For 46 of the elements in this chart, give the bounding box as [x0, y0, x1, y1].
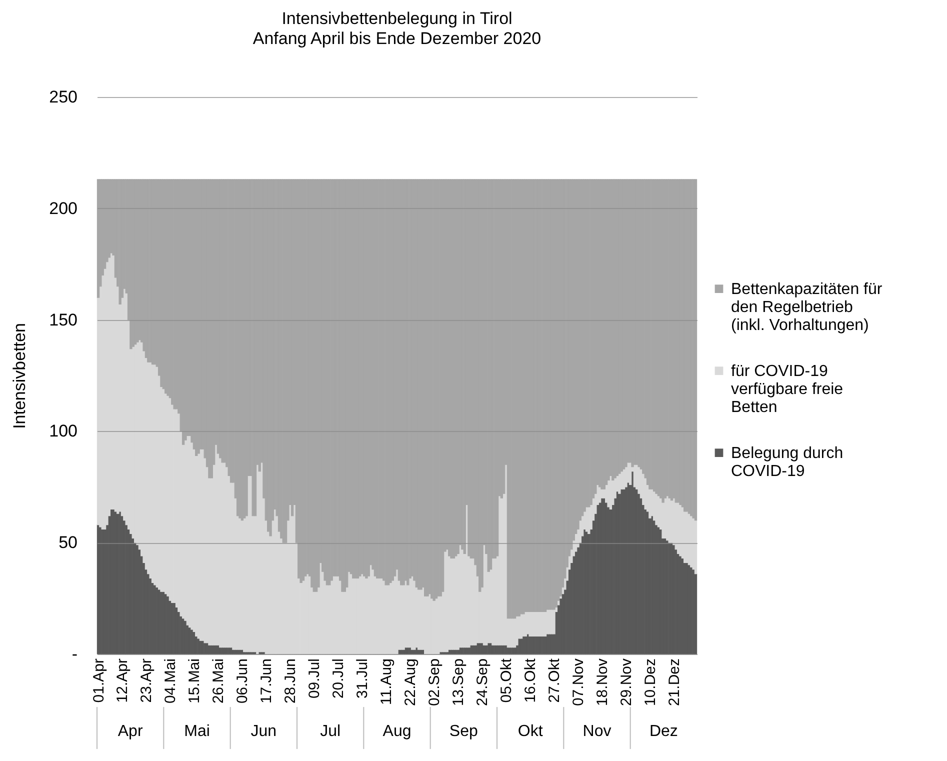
x-tick-label: 05.Okt	[498, 658, 516, 703]
x-tick-label: 21.Dez	[666, 658, 683, 706]
x-tick-label: 24.Sep	[474, 658, 492, 706]
x-tick-label: 20.Jul	[330, 658, 348, 699]
x-tick-label: 17.Jun	[258, 658, 276, 704]
text: Sep	[449, 723, 478, 740]
x-tick-label: 11.Aug	[378, 658, 396, 705]
x-tick-label: 02.Sep	[426, 658, 444, 706]
legend-label: für COVID-19 verfügbare freie Betten	[731, 362, 844, 416]
text: Dez	[649, 723, 678, 740]
legend-label: Belegung durch COVID-19	[731, 444, 844, 480]
text: Okt	[518, 723, 544, 740]
chart-subtitle: Anfang April bis Ende Dezember 2020	[252, 29, 542, 48]
x-tick-label: 18.Nov	[594, 658, 611, 706]
y-tick-label: 100	[49, 422, 78, 441]
x-tick-label: 31.Jul	[354, 658, 372, 699]
x-tick-label: 04.Mai	[162, 658, 180, 704]
text: Mai	[184, 723, 210, 740]
chart-title: Intensivbettenbelegung in Tirol	[282, 9, 512, 28]
x-tick-label: 06.Jun	[234, 658, 252, 704]
x-tick-label: 26.Mai	[210, 658, 228, 704]
x-tick-label: 01.Apr	[90, 658, 108, 703]
x-tick-label: 13.Sep	[450, 658, 468, 706]
x-tick-label: 15.Mai	[186, 658, 204, 704]
y-tick-label: 150	[49, 310, 78, 330]
y-tick-label: 250	[49, 88, 78, 106]
text: Nov	[582, 723, 612, 740]
text: Jul	[320, 723, 341, 740]
x-tick-label: 28.Jun	[282, 658, 300, 704]
y-tick-label: -	[72, 644, 78, 664]
x-tick-label: 22.Aug	[402, 658, 420, 706]
x-tick-label: 09.Jul	[306, 658, 324, 699]
legend-label: Bettenkapazitäten für den Regelbetrieb (inkl. Vorhaltungen)	[731, 280, 883, 334]
text: Jun	[250, 723, 277, 740]
x-tick-label: 27.Okt	[546, 658, 564, 703]
y-axis-title: Intensivbetten	[10, 323, 30, 429]
y-tick-label: 200	[49, 198, 78, 218]
x-tick-label: 07.Nov	[570, 658, 587, 706]
x-tick-label: 23.Apr	[138, 658, 156, 703]
text: Aug	[382, 723, 412, 740]
x-tick-label: 12.Apr	[114, 658, 132, 703]
y-tick-label: 50	[58, 533, 78, 552]
x-tick-label: 16.Okt	[522, 658, 540, 703]
text: Apr	[118, 723, 144, 740]
x-tick-label: 10.Dez	[642, 658, 659, 706]
x-tick-label: 29.Nov	[618, 658, 635, 706]
